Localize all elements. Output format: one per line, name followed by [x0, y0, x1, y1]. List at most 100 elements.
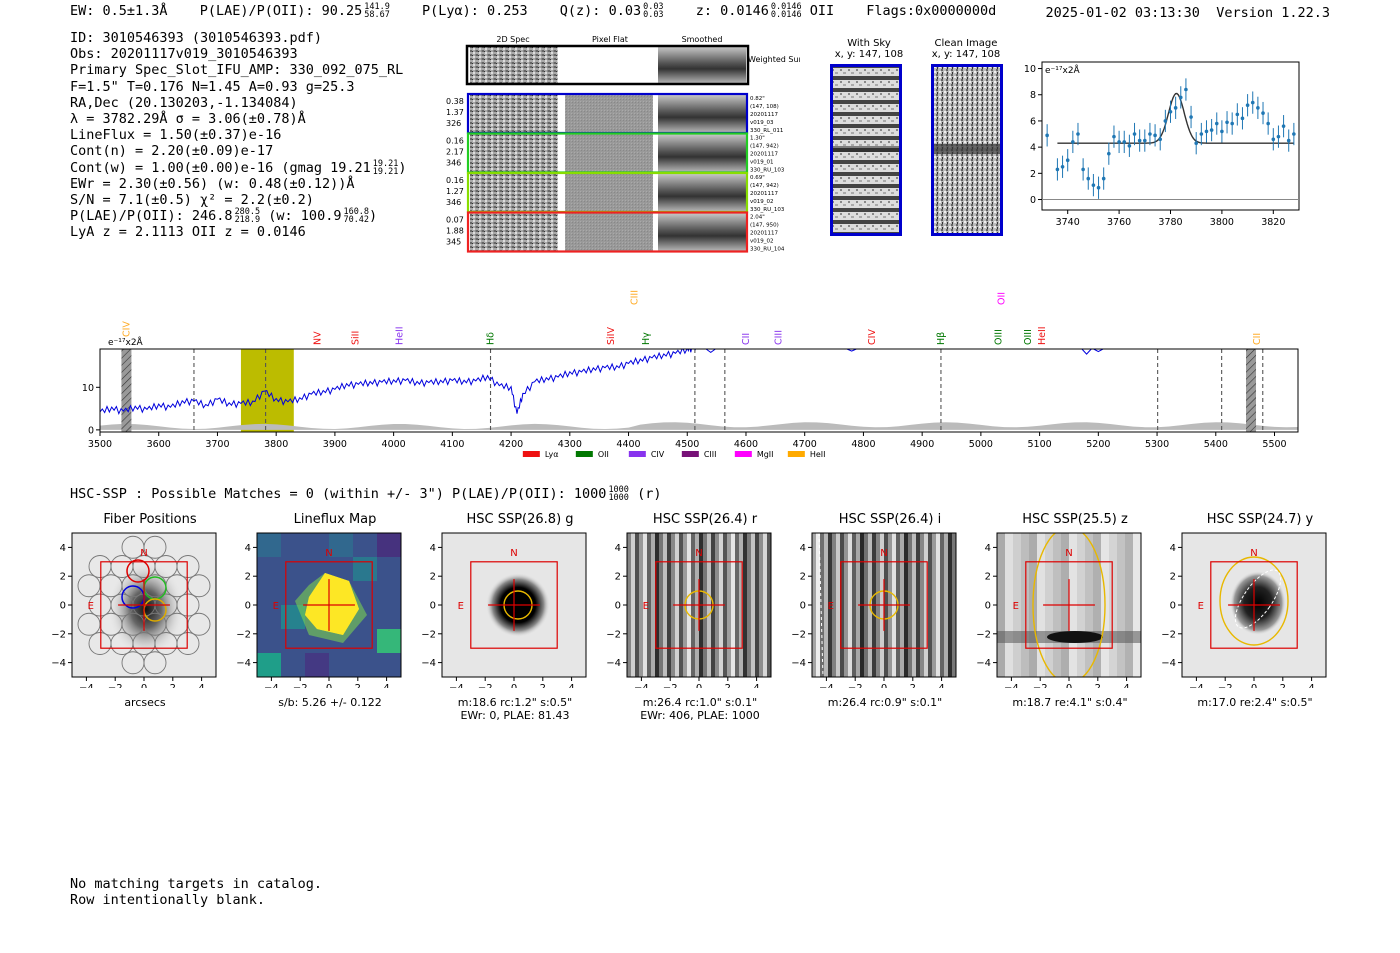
cutout-row: 0.07 1.88 345 2.04" (147, 950) 20201117 v019_0…: [446, 211, 785, 253]
spec-legend-label: HeII: [810, 450, 826, 459]
spectra-cutouts: 2D Spec Pixel Flat Smoothed Weighted Sum…: [446, 35, 800, 253]
fit-point: [1281, 124, 1286, 128]
panel-xtick-label: −2: [293, 683, 308, 688]
fit-point: [1271, 137, 1276, 142]
panel-xtick-label: −2: [478, 683, 493, 688]
spec-line-label: Hγ: [641, 332, 652, 345]
east-label: E: [1198, 601, 1204, 612]
fit-ytick-label: 4: [1030, 143, 1036, 154]
panel-xtick-label: 2: [725, 683, 731, 688]
fit-point: [1122, 140, 1127, 144]
panel-image-y: N E −4 −4 −2 −2 0 0 2 2 4 4: [1162, 532, 1327, 688]
cutout-row-right: 20201117: [750, 152, 778, 158]
fit-point: [1230, 121, 1234, 126]
cutout-row: 0.16 1.27 346 0.69" (147, 942) 20201117 v019_0…: [446, 171, 785, 214]
panel-image-lineflux: N E −4 −4 −2 −2 0 0 2 2 4 4: [237, 532, 402, 688]
north-label: N: [880, 548, 887, 559]
panel-xtick-label: 4: [938, 683, 944, 688]
fit-point: [1214, 121, 1219, 126]
panel-image-i: N E −4 −4 −2 −2 0 0 2 2 4 4: [792, 532, 957, 688]
panel-caption: arcsecs: [124, 696, 166, 709]
panel-ytick-label: −4: [977, 658, 991, 669]
panel-ytick-label: 0: [800, 601, 806, 612]
info-cont-n: Cont(n) = 2.20(±0.09)e-17: [70, 143, 274, 160]
spec-line-label-text: Hδ: [486, 332, 497, 345]
panel-ytick-label: 4: [985, 543, 991, 554]
panel-xtick-label: −2: [848, 683, 863, 688]
panel-image-g: N E −4 −4 −2 −2 0 0 2 2 4 4: [422, 532, 587, 688]
spec-blip: [846, 348, 857, 352]
panel-xtick-label: 2: [1095, 683, 1101, 688]
cutout-row-right: 330_RU_103: [750, 207, 785, 213]
info-plae-w-hi: 160.8: [343, 207, 370, 218]
cutout-row-right: 20201117: [750, 112, 778, 118]
spec-legend-swatch: [628, 451, 646, 457]
spec-legend-label: MgII: [757, 450, 774, 459]
spec-line-label: OIII: [1023, 329, 1034, 345]
hsc-summary-text: HSC-SSP : Possible Matches = 0 (within +…: [70, 486, 607, 502]
spec-blip: [1093, 348, 1104, 353]
spec-xtick-label: 3500: [88, 439, 112, 450]
fit-point: [1086, 176, 1091, 181]
info-lambda: λ = 3782.29Å σ = 3.06(±0.78)Å: [70, 110, 306, 127]
fit-point: [1276, 134, 1281, 139]
panel-xtick-label: 0: [1066, 683, 1072, 688]
cutout-col-flat: Pixel Flat: [592, 35, 628, 44]
cutout-row-right: v019_03: [750, 120, 774, 126]
panel-xtick-label: −2: [1218, 683, 1233, 688]
panel-xtick-label: 4: [198, 683, 204, 688]
spec-xtick-label: 4600: [734, 439, 758, 450]
panel-ytick-label: −4: [422, 658, 436, 669]
fit-point: [1168, 109, 1173, 114]
header-version: Version 1.22.3: [1216, 5, 1330, 21]
footer-line1: No matching targets in catalog.: [70, 876, 322, 892]
cutout-row-right: (147, 942): [750, 144, 779, 150]
z-aperture: [1032, 533, 1106, 677]
info-lineflux: LineFlux = 1.50(±0.37)e-16: [70, 127, 282, 144]
cutout-row-left: 1.88: [446, 227, 464, 236]
panel-ytick-label: 0: [245, 601, 251, 612]
cutout-row-left: 2.17: [446, 148, 464, 157]
spec-legend-swatch: [787, 451, 805, 457]
header-z-line: OII: [809, 3, 835, 19]
spec-legend-swatch: [734, 451, 752, 457]
cutout-row-right: (147, 108): [750, 104, 779, 110]
panel-ytick-label: 0: [985, 601, 991, 612]
panel-ytick-label: 2: [800, 572, 806, 583]
fit-axes: [1041, 61, 1300, 211]
panel-xtick-label: 4: [568, 683, 574, 688]
panel-title: HSC SSP(24.7) y: [1206, 512, 1314, 527]
fit-xtick-label: 3800: [1210, 217, 1234, 228]
spec-xtick-label: 4300: [558, 439, 582, 450]
header-qz-lo: 0.03: [643, 10, 664, 20]
panel-xtick-label: −4: [1004, 683, 1019, 688]
info-lya: LyA z = 2.1113 OII z = 0.0146: [70, 224, 306, 241]
panel-xtick-label: 4: [1308, 683, 1314, 688]
cutout-row-left: 345: [446, 238, 461, 247]
spec-hatched-region: [121, 349, 132, 432]
spec-xtick-label: 5200: [1086, 439, 1110, 450]
fit-point: [1261, 111, 1265, 115]
panel-xtick-label: −4: [79, 683, 94, 688]
cutout-rows: 0.38 1.37 326 0.82" (147, 108) 20201117 v019_0…: [446, 92, 785, 253]
info-ewr: EWr = 2.30(±0.56) (w: 0.48(±0.12))Å: [70, 175, 355, 192]
spec-blip: [705, 348, 716, 354]
cutout-row-left: 326: [446, 119, 461, 128]
header-plae-lo: 58.67: [364, 10, 390, 20]
spec-line-label-text: HeII: [395, 326, 406, 345]
info-fparams: F=1.5" T=0.176 N=1.45 A=0.93 g=25.3: [70, 78, 355, 95]
fit-point: [1256, 106, 1260, 110]
cutout-row-right: 330_RL_011: [750, 128, 783, 134]
fit-point: [1096, 185, 1101, 190]
spec-xtick-label: 4200: [499, 439, 523, 450]
fit-point: [1178, 95, 1183, 100]
clean-image: [931, 64, 1003, 236]
spec-axes-bg: [100, 349, 1298, 432]
y-source: [1230, 571, 1286, 635]
fit-ytick-label: 10: [1024, 64, 1036, 75]
north-label: N: [695, 548, 702, 559]
panel-ytick-label: −2: [1162, 629, 1176, 640]
spec-line-label-text: CIII: [773, 330, 784, 345]
panel-xtick-label: 2: [355, 683, 361, 688]
fit-xtick-label: 3820: [1261, 217, 1285, 228]
